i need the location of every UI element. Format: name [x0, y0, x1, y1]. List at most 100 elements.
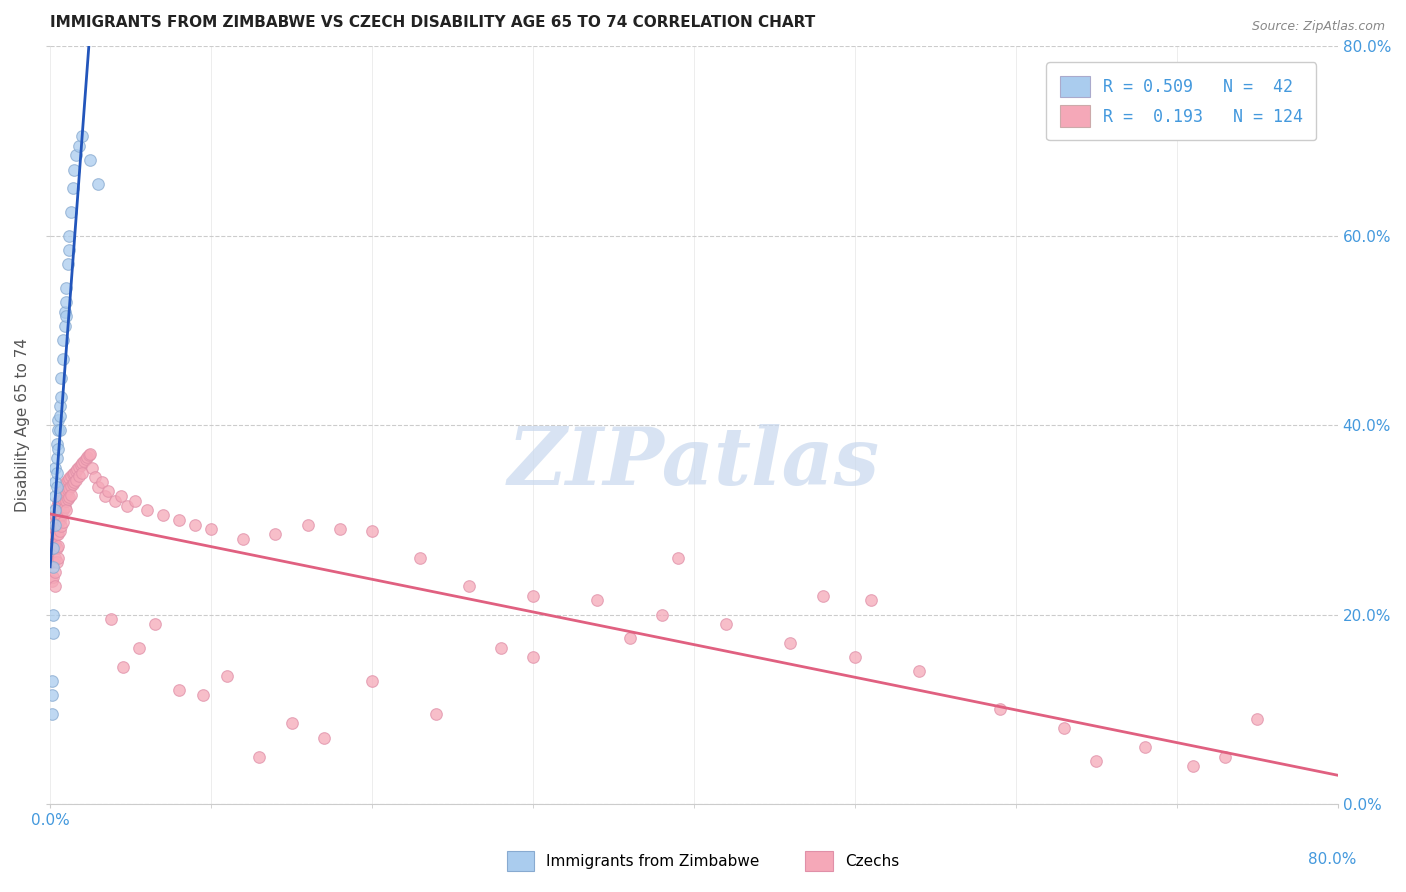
Point [56, 473, 79, 487]
Point [46, 413, 69, 427]
Point [110, 489, 132, 503]
Point [45, 556, 67, 570]
Point [217, 669, 239, 683]
Legend: R = 0.509   N =  42, R =  0.193   N = 124: R = 0.509 N = 42, R = 0.193 N = 124 [1046, 62, 1316, 140]
Point [425, 706, 447, 721]
Point [666, 550, 689, 565]
Point [77, 449, 100, 463]
Point [297, 517, 319, 532]
Text: IMMIGRANTS FROM ZIMBABWE VS CZECH DISABILITY AGE 65 TO 74 CORRELATION CHART: IMMIGRANTS FROM ZIMBABWE VS CZECH DISABI… [51, 15, 815, 30]
Point [42, 556, 65, 570]
Point [66, 461, 89, 475]
Point [72, 456, 94, 470]
Point [44, 565, 66, 579]
Point [264, 527, 287, 541]
Point [55, 281, 77, 295]
Point [844, 650, 866, 665]
Point [62, 476, 84, 491]
Point [42, 560, 65, 574]
Point [72, 129, 94, 144]
Point [1085, 754, 1108, 768]
Point [62, 467, 84, 482]
Point [42, 541, 65, 556]
Point [49, 409, 72, 423]
Point [41, 673, 63, 688]
Point [52, 333, 75, 347]
Point [489, 640, 512, 655]
Point [55, 494, 77, 508]
Point [44, 517, 66, 532]
Point [52, 503, 75, 517]
Point [45, 466, 67, 480]
Point [51, 371, 73, 385]
Point [42, 607, 65, 622]
Point [79, 447, 101, 461]
Point [60, 469, 83, 483]
Point [714, 617, 737, 632]
Point [42, 527, 65, 541]
Point [51, 390, 73, 404]
Point [52, 491, 75, 506]
Point [42, 626, 65, 640]
Point [51, 519, 73, 533]
Point [128, 640, 150, 655]
Point [55, 295, 77, 310]
Point [312, 731, 335, 745]
Text: Source: ZipAtlas.com: Source: ZipAtlas.com [1251, 20, 1385, 33]
Point [58, 228, 80, 243]
Point [42, 541, 65, 556]
Point [60, 205, 83, 219]
Point [42, 569, 65, 583]
Point [779, 636, 801, 650]
Point [988, 702, 1011, 716]
Point [51, 508, 73, 522]
Point [41, 574, 63, 589]
Point [58, 243, 80, 257]
Point [1246, 712, 1268, 726]
Point [46, 423, 69, 437]
Point [41, 556, 63, 570]
Point [87, 480, 110, 494]
Point [45, 437, 67, 451]
Point [67, 469, 90, 483]
Point [49, 423, 72, 437]
Point [90, 475, 112, 489]
Point [44, 503, 66, 517]
Point [60, 488, 83, 502]
Point [76, 450, 98, 465]
Point [65, 473, 87, 487]
Point [53, 318, 76, 333]
Point [67, 459, 90, 474]
Point [94, 489, 117, 503]
Point [56, 483, 79, 497]
Point [67, 139, 90, 153]
Point [97, 484, 120, 499]
Point [1181, 759, 1204, 773]
Text: 80.0%: 80.0% [1309, 852, 1357, 867]
Point [55, 503, 77, 517]
Point [44, 489, 66, 503]
Point [62, 181, 84, 195]
Point [41, 688, 63, 702]
Point [49, 524, 72, 539]
Legend: Immigrants from Zimbabwe, Czechs: Immigrants from Zimbabwe, Czechs [501, 846, 905, 877]
Point [41, 706, 63, 721]
Point [44, 475, 66, 489]
Point [1213, 749, 1236, 764]
Point [46, 442, 69, 456]
Point [619, 631, 641, 645]
Point [52, 515, 75, 529]
Point [49, 501, 72, 516]
Point [100, 612, 122, 626]
Point [58, 471, 80, 485]
Point [65, 464, 87, 478]
Point [58, 481, 80, 495]
Point [184, 517, 207, 532]
Point [247, 749, 270, 764]
Point [117, 499, 139, 513]
Point [191, 688, 214, 702]
Point [72, 466, 94, 480]
Point [811, 589, 834, 603]
Point [56, 257, 79, 271]
Point [143, 617, 166, 632]
